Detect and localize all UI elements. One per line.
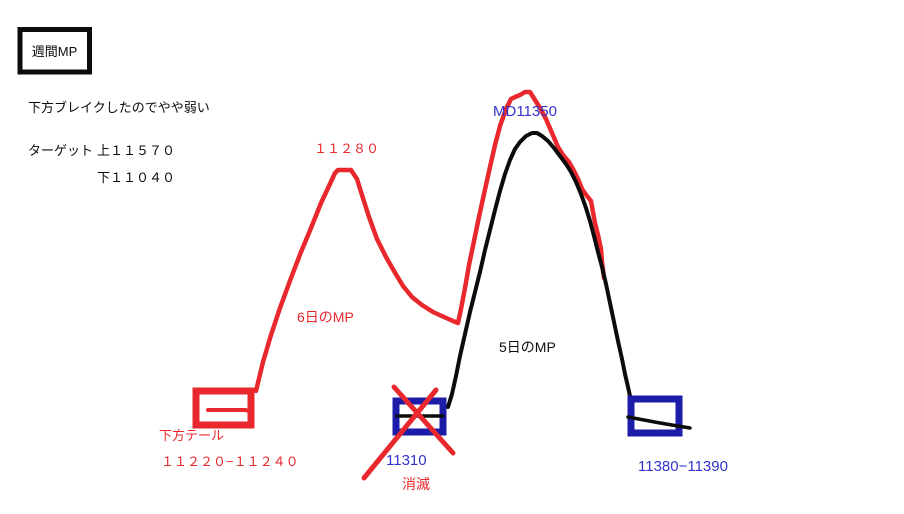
lower-tail-range: １１２２０−１１２４０ [161, 454, 299, 469]
day6-peak-value: １１２８０ [314, 141, 380, 156]
target-upper-value: 上１１５７０ [97, 143, 176, 158]
day6-profile-label: 6日のMP [297, 309, 354, 325]
vanished-value: 11310 [386, 452, 427, 469]
break-comment: 下方ブレイクしたのでやや弱い [28, 100, 210, 115]
cross-out-stroke-2 [361, 387, 439, 481]
target-label: ターゲット [28, 143, 94, 158]
day5-profile-label: 5日のMP [499, 339, 556, 355]
day6-profile-curve [253, 89, 607, 394]
right-value-rect [627, 395, 683, 437]
lower-tail-rect [192, 387, 255, 429]
weekly-mp-label: 週間MP [31, 44, 78, 59]
day5-profile-curve [446, 131, 632, 409]
target-lower-value: 下１１０４０ [97, 170, 176, 185]
weekly-mp-frame [17, 27, 92, 75]
lower-tail-inner-line [206, 408, 254, 417]
vanished-status: 消滅 [402, 476, 430, 492]
day5-md-value: MD11350 [493, 103, 557, 120]
cross-out-stroke-1 [391, 384, 456, 456]
lower-tail-caption: 下方テール [159, 428, 225, 443]
right-box-range: 11380−11390 [638, 458, 728, 475]
right-inner-line [626, 415, 692, 430]
